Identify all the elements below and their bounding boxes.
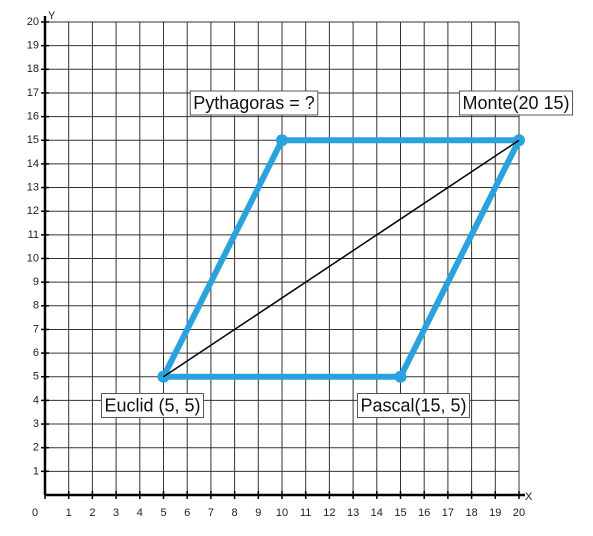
y-tick-label: 11 [28, 229, 39, 241]
y-tick-label: 6 [33, 347, 39, 359]
x-tick-label: 20 [513, 507, 525, 519]
y-tick-label: 18 [27, 63, 39, 75]
x-tick-label: 3 [113, 507, 119, 519]
y-tick-label: 10 [27, 252, 39, 264]
series-line [163, 139, 520, 378]
point [276, 134, 288, 147]
annotation: Pascal(15, 5) [360, 396, 466, 416]
point [394, 370, 407, 383]
y-axis-label: Y [48, 10, 56, 22]
x-tick-label: 2 [89, 507, 95, 519]
x-tick-label: 19 [489, 507, 501, 519]
annotation-box [189, 90, 319, 116]
x-tick-label: 18 [465, 507, 477, 519]
y-tick-label: 14 [27, 158, 39, 170]
annotation-box [100, 393, 205, 418]
y-tick-label: 13 [27, 181, 39, 193]
annotation: Pythagoras = ? [193, 93, 315, 113]
y-tick-label: 7 [33, 323, 39, 335]
x-tick-label: 6 [184, 507, 190, 519]
y-tick-label: 2 [33, 442, 39, 454]
x-tick-label: 0 [32, 507, 38, 519]
y-tick-label: 5 [33, 371, 39, 383]
x-tick-label: 7 [208, 507, 214, 519]
x-tick-label: 10 [276, 507, 288, 519]
y-tick-label: 8 [33, 300, 39, 312]
y-tick-label: 9 [33, 276, 39, 288]
x-tick-label: 17 [442, 507, 454, 519]
y-tick-label: 16 [27, 111, 39, 123]
y-tick-label: 15 [27, 134, 39, 146]
y-tick-label: 20 [27, 16, 39, 28]
y-tick-label: 3 [33, 418, 39, 430]
x-tick-label: 5 [160, 507, 166, 519]
x-tick-label: 11 [300, 507, 311, 519]
x-tick-label: 8 [232, 507, 238, 519]
y-tick-label: 12 [27, 205, 39, 217]
x-tick-label: 15 [394, 507, 406, 519]
x-tick-label: 13 [347, 507, 359, 519]
annotation-box [356, 393, 471, 418]
x-tick-label: 1 [66, 507, 72, 519]
y-tick-label: 17 [27, 87, 39, 99]
annotation-box [458, 90, 574, 116]
y-tick-label: 19 [27, 40, 39, 52]
annotation: Euclid (5, 5) [104, 396, 200, 416]
x-tick-label: 9 [255, 507, 261, 519]
x-tick-label: 4 [137, 507, 143, 519]
x-tick-label: 16 [418, 507, 430, 519]
x-axis-label: X [525, 491, 533, 503]
y-tick-label: 1 [33, 465, 39, 477]
x-tick-label: 12 [323, 507, 335, 519]
annotation: Monte(20 15) [462, 93, 569, 113]
x-tick-label: 14 [371, 507, 383, 519]
y-tick-label: 4 [33, 394, 39, 406]
